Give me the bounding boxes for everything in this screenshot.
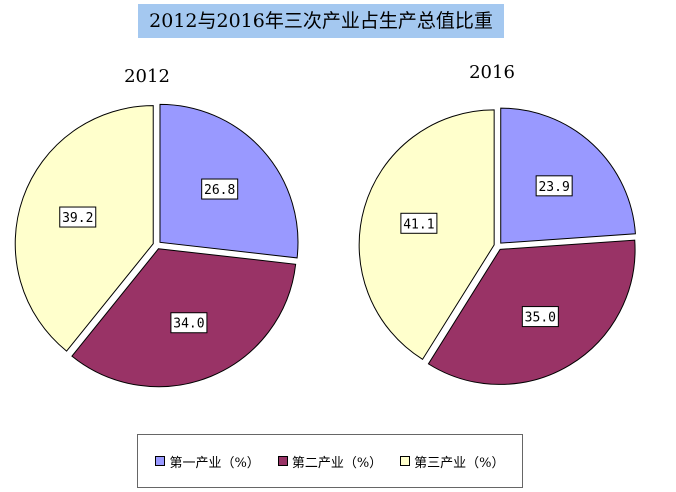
legend: 第一产业（%） 第二产业（%） 第三产业（%） (137, 434, 523, 488)
chart-title: 2012与2016年三次产业占生产总值比重 (138, 4, 504, 38)
legend-swatch-secondary (277, 456, 288, 466)
pie-2012-label-tertiary: 39.2 (62, 211, 93, 226)
legend-swatch-tertiary (400, 456, 411, 466)
legend-label-primary: 第一产业（%） (169, 455, 260, 471)
pie-2016-label-tertiary: 41.1 (403, 217, 434, 232)
legend-swatch-primary (155, 456, 166, 466)
pie-2016-label-secondary: 35.0 (525, 311, 556, 326)
legend-label-tertiary: 第三产业（%） (414, 455, 505, 471)
pie-2012-slice-tertiary (14, 105, 154, 352)
pie-2012-label-primary: 26.8 (204, 183, 235, 198)
pie-2012-label-box-primary (201, 178, 239, 200)
pie-2016-slice-tertiary (358, 109, 495, 361)
legend-item-primary: 第一产业（%） (155, 452, 260, 471)
pie-2016-label-box-secondary (521, 306, 559, 328)
legend-item-secondary: 第二产业（%） (277, 452, 383, 471)
pie-2012-label-box-tertiary (59, 206, 97, 228)
pie-title-2016: 2016 (469, 62, 515, 83)
pie-title-2012: 2012 (124, 66, 170, 87)
pie-2012-label-box-secondary (170, 312, 208, 334)
pie-2016-label-box-tertiary (400, 212, 438, 234)
legend-label-secondary: 第二产业（%） (291, 455, 383, 471)
pie-2016-label-box-primary (535, 175, 573, 197)
pie-2012: 26.8 34.0 39.2 (14, 103, 299, 388)
pie-2012-label-secondary: 34.0 (173, 317, 204, 332)
legend-item-tertiary: 第三产业（%） (400, 452, 505, 471)
pie-2016: 23.9 35.0 41.1 (358, 107, 636, 385)
pie-2016-label-primary: 23.9 (538, 180, 569, 195)
